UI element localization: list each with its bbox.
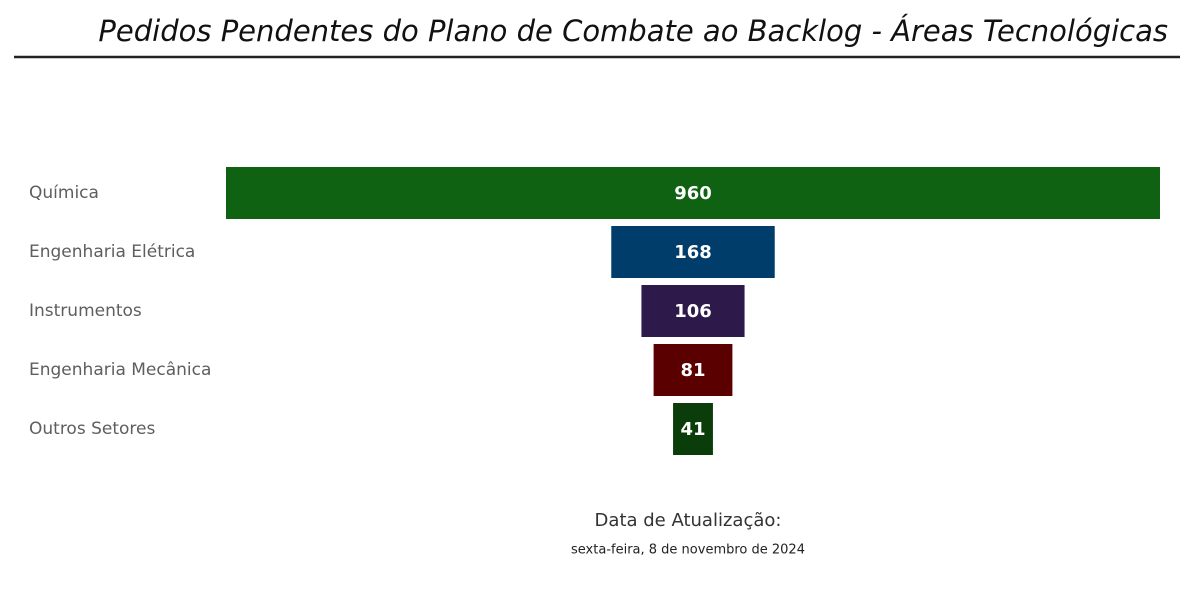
category-label: Química bbox=[29, 183, 99, 203]
category-label: Engenharia Elétrica bbox=[29, 242, 195, 262]
category-label: Engenharia Mecânica bbox=[29, 360, 211, 380]
value-label: 168 bbox=[674, 242, 712, 263]
chart-title: Pedidos Pendentes do Plano de Combate ao… bbox=[98, 14, 1168, 48]
footer-date: sexta-feira, 8 de novembro de 2024 bbox=[571, 543, 805, 558]
value-label: 81 bbox=[680, 360, 705, 381]
value-label: 41 bbox=[680, 419, 705, 440]
footer-label: Data de Atualização: bbox=[595, 510, 782, 531]
value-label: 106 bbox=[674, 301, 712, 322]
category-label: Instrumentos bbox=[29, 301, 142, 321]
value-label: 960 bbox=[674, 183, 712, 204]
category-label: Outros Setores bbox=[29, 419, 155, 439]
